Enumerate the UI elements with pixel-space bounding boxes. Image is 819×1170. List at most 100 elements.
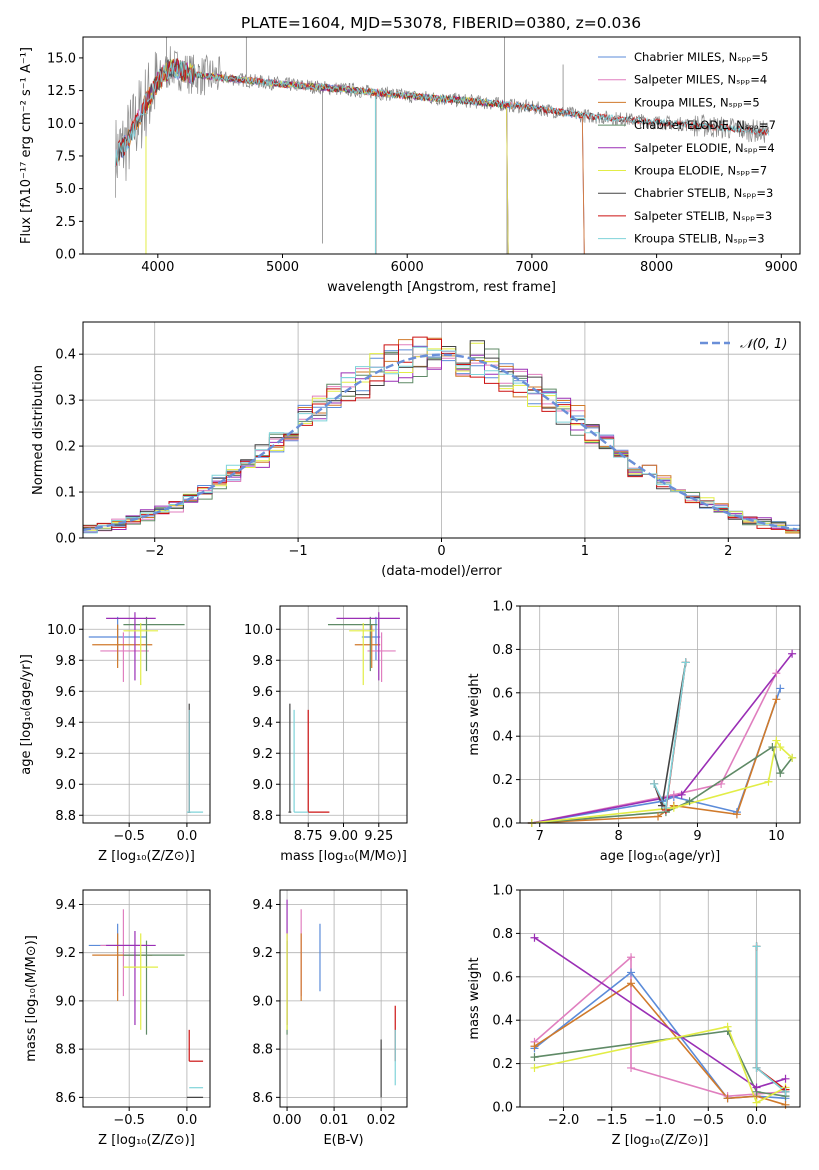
mass-weight-marker xyxy=(764,777,773,786)
mass-weight-marker xyxy=(776,743,785,752)
age_vs_Z-axes: −0.5 0.0 8.8 9.0 9.2 9.4 9.6 9.8 10.0 Z [log₁₀(Z/… xyxy=(19,605,211,864)
age_vs_mass-axes: 8.75 9.00 9.25 8.8 9.0 9.2 9.4 9.6 9.8 10.0 mass [… xyxy=(244,605,408,864)
mass-weight-marker xyxy=(752,1063,761,1072)
y-tick-label: 0.0 xyxy=(492,1101,513,1116)
spectrum-plot-area xyxy=(114,37,770,254)
y-tick-label: 9.0 xyxy=(252,778,273,793)
legend-entry: Chabrier ELODIE, Nₛₚₚ=7 xyxy=(634,118,776,132)
x-tick-label: 0 xyxy=(437,544,445,559)
y-tick-label: 9.0 xyxy=(252,994,273,1009)
x-tick-label: 0.00 xyxy=(273,1113,302,1128)
residuals-frame xyxy=(82,321,801,539)
y-tick-label: 0.4 xyxy=(492,730,513,745)
x-tick-label: 8 xyxy=(614,829,622,844)
x-tick-label: 5000 xyxy=(266,260,299,275)
x-tick-label: 9000 xyxy=(765,260,798,275)
residual-histogram-step xyxy=(83,346,800,534)
mass_vs_ebv-frame xyxy=(279,889,408,1108)
y-tick-label: 9.4 xyxy=(252,898,273,913)
y-tick-label: 9.2 xyxy=(252,946,273,961)
y-tick-label: 8.8 xyxy=(252,1043,273,1058)
y-axis-label: age [log₁₀(age/yr)] xyxy=(19,654,34,775)
legend-entry: Kroupa STELIB, Nₛₚₚ=3 xyxy=(634,232,765,246)
weight_vs_age-frame xyxy=(519,605,801,824)
x-tick-label: −1.0 xyxy=(644,1113,676,1128)
mass-weight-marker xyxy=(723,1094,732,1103)
x-tick-label: −2 xyxy=(145,544,164,559)
mass-weight-marker xyxy=(772,736,781,745)
x-tick-label: 10 xyxy=(768,829,785,844)
y-tick-label: 0.4 xyxy=(55,348,76,363)
y-tick-label: 0.6 xyxy=(492,686,513,701)
y-tick-label: 8.8 xyxy=(55,809,76,824)
residuals-axes: −2 −1 0 1 2 0.0 0.1 0.2 0.3 0.4 (data-model)/error… xyxy=(31,321,801,579)
mass-weight-line xyxy=(531,745,793,823)
x-tick-label: 0.0 xyxy=(177,829,198,844)
y-tick-label: 15.0 xyxy=(47,51,76,66)
x-tick-label: 7 xyxy=(536,829,544,844)
residuals-plot-area xyxy=(83,336,800,534)
y-tick-label: 1.0 xyxy=(492,884,513,899)
y-tick-label: 9.4 xyxy=(55,716,76,731)
mass-weight-marker xyxy=(723,1022,732,1031)
mass_vs_ebv-axes: 0.00 0.01 0.02 8.6 8.8 9.0 9.2 9.4 E(B-V) xyxy=(252,889,408,1148)
mass-weight-marker xyxy=(752,1098,761,1107)
x-axis-label: E(B-V) xyxy=(323,1133,363,1148)
y-tick-label: 8.8 xyxy=(252,809,273,824)
y-tick-label: 9.0 xyxy=(55,994,76,1009)
model-spectrum-line xyxy=(144,60,509,254)
y-tick-label: 0.4 xyxy=(492,1014,513,1029)
x-tick-label: 6000 xyxy=(391,260,424,275)
mass-weight-marker xyxy=(781,1100,790,1109)
y-axis-label: mass weight xyxy=(467,673,482,755)
spectrum-frame xyxy=(82,36,801,255)
mass-weight-line xyxy=(531,688,782,823)
weight_vs_age-axes: 7 8 9 10 0.0 0.2 0.4 0.6 0.8 1.0 age [log₁₀(age/yr… xyxy=(467,600,801,864)
x-tick-label: 0.0 xyxy=(746,1113,767,1128)
y-tick-label: 7.5 xyxy=(55,149,76,164)
mass-weight-marker xyxy=(627,979,636,988)
mass-weight-marker xyxy=(677,790,686,799)
mass-weight-marker xyxy=(627,968,636,977)
x-axis-label: Z [log₁₀(Z/Z⊙)] xyxy=(98,1133,195,1148)
mass-weight-marker xyxy=(685,797,694,806)
y-tick-label: 0.8 xyxy=(492,643,513,658)
legend-entry: Kroupa MILES, Nₛₚₚ=5 xyxy=(634,95,760,109)
y-tick-label: 12.5 xyxy=(47,84,76,99)
y-tick-label: 0.0 xyxy=(55,248,76,263)
mass-weight-marker xyxy=(669,790,678,799)
mass-weight-line xyxy=(755,946,787,1093)
mass-weight-marker xyxy=(627,1063,636,1072)
x-axis-label: Z [log₁₀(Z/Z⊙)] xyxy=(98,849,195,864)
mass-weight-marker xyxy=(781,1087,790,1096)
y-tick-label: 9.6 xyxy=(252,685,273,700)
x-tick-label: 8000 xyxy=(640,260,673,275)
y-tick-label: 8.6 xyxy=(252,1091,273,1106)
y-tick-label: 1.0 xyxy=(492,600,513,615)
y-tick-label: 8.8 xyxy=(55,1043,76,1058)
mass-weight-marker xyxy=(772,669,781,678)
mass-weight-marker xyxy=(768,743,777,752)
y-tick-label: 9.0 xyxy=(55,778,76,793)
x-tick-label: 8.75 xyxy=(294,829,323,844)
age_vs_mass-frame xyxy=(279,605,408,824)
weight_vs_Z-axes: −2.0 −1.5 −1.0 −0.5 0.0 0.0 0.2 0.4 0.6 0.8 1.0 Z [… xyxy=(467,884,801,1148)
mass-weight-marker xyxy=(752,942,761,951)
mass-weight-line xyxy=(531,738,793,823)
spectrum-axes: 4000 5000 6000 7000 8000 9000 0.0 2.5 5.0 7.5 10.0… xyxy=(19,14,801,295)
mass_vs_Z-plot-area xyxy=(88,909,204,1098)
y-tick-label: 9.8 xyxy=(55,654,76,669)
mass-weight-marker xyxy=(530,933,539,942)
y-tick-label: 9.6 xyxy=(55,685,76,700)
y-tick-label: 0.6 xyxy=(492,970,513,985)
y-tick-label: 0.2 xyxy=(55,440,76,455)
mass-weight-line xyxy=(755,946,787,1093)
mass-weight-marker xyxy=(661,803,670,812)
x-tick-label: −1.5 xyxy=(596,1113,628,1128)
mass-weight-line xyxy=(534,1030,786,1097)
mass-weight-marker xyxy=(717,779,726,788)
mass-weight-line xyxy=(531,699,778,823)
y-tick-label: 10.0 xyxy=(47,623,76,638)
x-tick-label: −0.5 xyxy=(692,1113,724,1128)
